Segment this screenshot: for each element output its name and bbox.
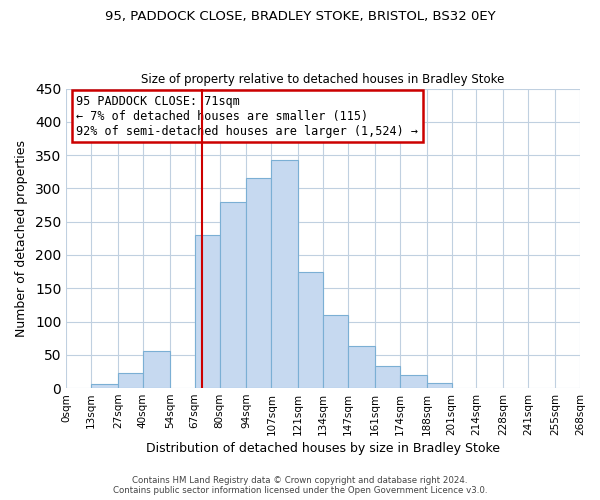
X-axis label: Distribution of detached houses by size in Bradley Stoke: Distribution of detached houses by size … [146,442,500,455]
Bar [348,346,375,388]
Bar [427,382,452,388]
Bar [143,352,170,388]
Bar [400,376,427,388]
Bar [323,315,348,388]
Bar [91,384,118,388]
Bar [375,366,400,388]
Bar [194,235,220,388]
Bar [271,160,298,388]
Bar [118,374,143,388]
Text: 95, PADDOCK CLOSE, BRADLEY STOKE, BRISTOL, BS32 0EY: 95, PADDOCK CLOSE, BRADLEY STOKE, BRISTO… [104,10,496,23]
Text: Contains HM Land Registry data © Crown copyright and database right 2024.
Contai: Contains HM Land Registry data © Crown c… [113,476,487,495]
Text: 95 PADDOCK CLOSE: 71sqm
← 7% of detached houses are smaller (115)
92% of semi-de: 95 PADDOCK CLOSE: 71sqm ← 7% of detached… [76,94,418,138]
Title: Size of property relative to detached houses in Bradley Stoke: Size of property relative to detached ho… [142,73,505,86]
Y-axis label: Number of detached properties: Number of detached properties [15,140,28,337]
Bar [220,202,247,388]
Bar [298,272,323,388]
Bar [247,178,271,388]
